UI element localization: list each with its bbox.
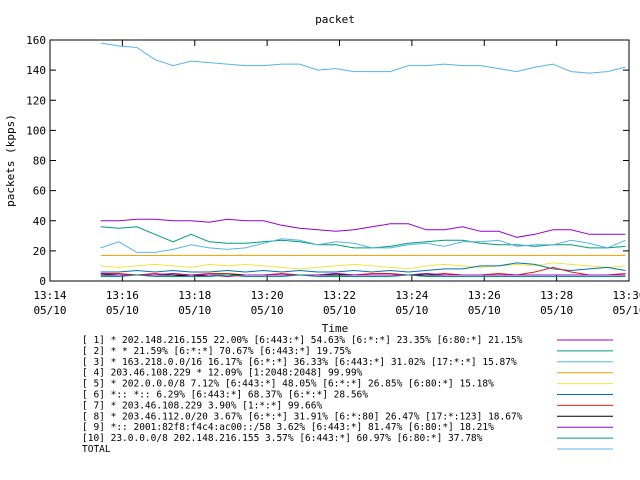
x-tick-time: 13:26 bbox=[468, 289, 501, 302]
x-tick-time: 13:22 bbox=[323, 289, 356, 302]
y-tick-label: 120 bbox=[26, 94, 46, 107]
x-tick-date: 05/10 bbox=[106, 304, 139, 317]
x-tick-time: 13:16 bbox=[106, 289, 139, 302]
chart-title: packet bbox=[315, 13, 355, 26]
y-tick-label: 60 bbox=[33, 185, 46, 198]
y-tick-label: 80 bbox=[33, 155, 46, 168]
series-line-3 bbox=[100, 238, 626, 253]
x-tick-date: 05/10 bbox=[251, 304, 284, 317]
y-tick-label: 40 bbox=[33, 215, 46, 228]
x-tick-date: 05/10 bbox=[468, 304, 501, 317]
x-tick-date: 05/10 bbox=[395, 304, 428, 317]
legend-label: TOTAL bbox=[82, 444, 111, 455]
legend-label: [ 5] * 202.0.0.0/8 7.12% [6:443:*] 48.05… bbox=[82, 379, 494, 390]
y-tick-label: 20 bbox=[33, 245, 46, 258]
x-tick-time: 13:18 bbox=[178, 289, 211, 302]
x-axis-label: Time bbox=[322, 322, 349, 335]
legend-label: [ 9] *:: 2001:82f8:f4c4:ac00::/58 3.62% … bbox=[82, 422, 494, 433]
y-tick-label: 140 bbox=[26, 64, 46, 77]
y-tick-label: 0 bbox=[39, 275, 46, 288]
series-line-5 bbox=[100, 262, 626, 270]
x-tick-date: 05/10 bbox=[612, 304, 640, 317]
series-line-2 bbox=[100, 226, 626, 249]
legend-label: [10] 23.0.0.0/8 202.148.216.155 3.57% [6… bbox=[82, 433, 483, 444]
legend-label: [ 8] * 203.46.112.0/20 3.67% [6:*:*] 31.… bbox=[82, 411, 523, 422]
x-tick-date: 05/10 bbox=[178, 304, 211, 317]
series-line-9 bbox=[100, 272, 626, 278]
legend-label: [ 3] * 163.218.0.0/16 16.17% [6:*:*] 36.… bbox=[82, 357, 517, 368]
series-line-6 bbox=[100, 262, 626, 273]
y-axis-label: packets (kpps) bbox=[4, 114, 17, 207]
x-tick-time: 13:28 bbox=[540, 289, 573, 302]
x-tick-time: 13:30 bbox=[612, 289, 640, 302]
legend-label: [ 1] * 202.148.216.155 22.00% [6:443:*] … bbox=[82, 335, 523, 346]
x-tick-date: 05/10 bbox=[33, 304, 66, 317]
x-tick-date: 05/10 bbox=[540, 304, 573, 317]
legend-label: [ 2] * * 21.59% [6:*:*] 70.67% [6:443:*]… bbox=[82, 346, 351, 357]
legend-label: [ 4] 203.46.108.229 * 12.09% [1:2048:204… bbox=[82, 368, 363, 379]
series-line-1 bbox=[100, 218, 626, 238]
x-tick-time: 13:14 bbox=[33, 289, 66, 302]
series-line-10 bbox=[100, 274, 626, 277]
series-line-11 bbox=[100, 42, 626, 74]
legend-label: [ 6] *:: *:: 6.29% [6:443:*] 68.37% [6:*… bbox=[82, 390, 368, 401]
x-tick-time: 13:24 bbox=[395, 289, 428, 302]
x-tick-date: 05/10 bbox=[323, 304, 356, 317]
y-tick-label: 100 bbox=[26, 124, 46, 137]
x-tick-time: 13:20 bbox=[251, 289, 284, 302]
legend-label: [ 7] * 203.46.108.229 3.90% [1:*:*] 99.6… bbox=[82, 400, 322, 411]
y-tick-label: 160 bbox=[26, 34, 46, 47]
